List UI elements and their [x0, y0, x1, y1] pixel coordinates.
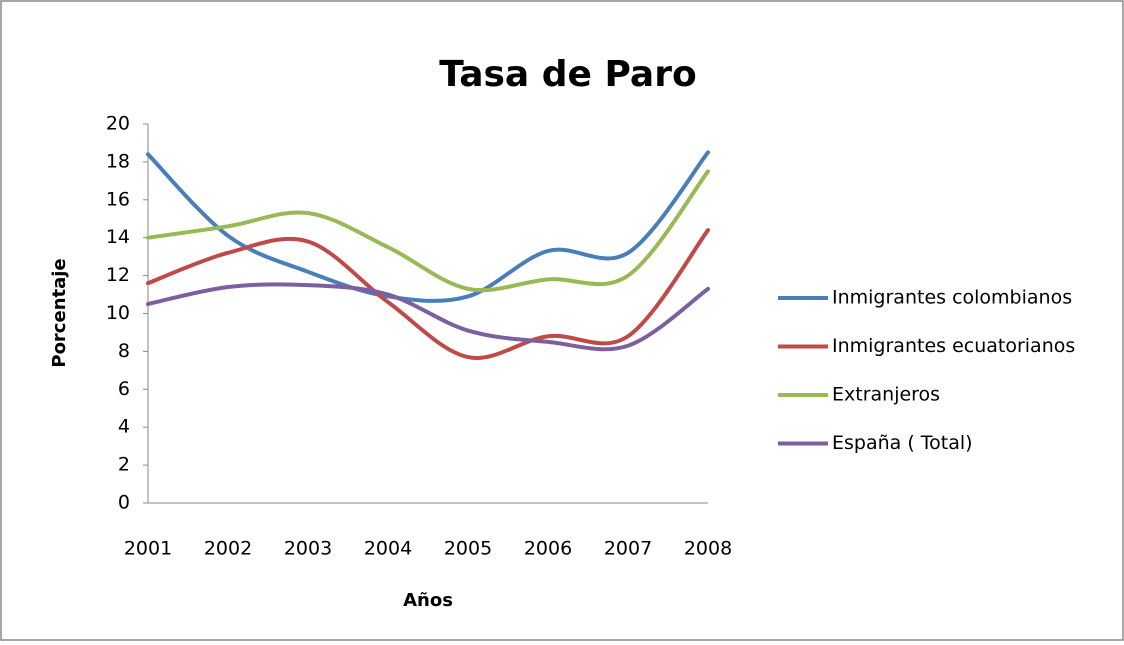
x-tick-label: 2005	[444, 538, 492, 560]
series-line	[146, 150, 710, 303]
x-tick-label: 2002	[204, 538, 252, 560]
y-tick-label: 2	[118, 454, 130, 476]
legend-label: Extranjeros	[832, 384, 940, 406]
legend-label: Inmigrantes ecuatorianos	[832, 335, 1075, 357]
x-tick-label: 2007	[604, 538, 652, 560]
x-axis-label: Años	[403, 590, 453, 611]
y-axis-label: Porcentaje	[49, 258, 70, 367]
y-tick-label: 6	[118, 378, 130, 400]
y-tick-label: 14	[106, 226, 130, 248]
x-tick-label: 2006	[524, 538, 572, 560]
y-tick-label: 4	[118, 416, 130, 438]
series-line	[146, 228, 710, 360]
x-tick-label: 2004	[364, 538, 412, 560]
y-tick-label: 18	[106, 150, 130, 172]
legend-label: España ( Total)	[832, 432, 973, 454]
series-line	[146, 282, 710, 352]
legend-label: Inmigrantes colombianos	[832, 287, 1072, 309]
y-tick-label: 8	[118, 340, 130, 362]
y-tick-label: 12	[106, 264, 130, 286]
y-tick-label: 20	[106, 113, 130, 135]
x-tick-label: 2001	[124, 538, 172, 560]
chart-title: Tasa de Paro	[439, 54, 696, 95]
series-line	[146, 169, 710, 293]
y-tick-label: 10	[106, 302, 130, 324]
y-tick-label: 0	[118, 492, 130, 514]
y-tick-label: 16	[106, 188, 130, 210]
x-tick-label: 2003	[284, 538, 332, 560]
x-tick-label: 2008	[684, 538, 732, 560]
